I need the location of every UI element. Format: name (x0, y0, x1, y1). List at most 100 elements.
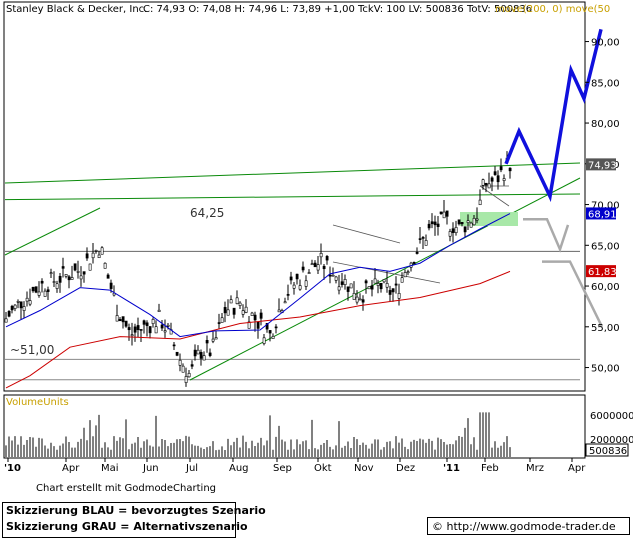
candle-body (259, 312, 263, 319)
candle-body (316, 264, 320, 271)
candle-body (394, 283, 398, 286)
x-tick-label: Apr (568, 463, 586, 474)
candle-body (271, 336, 275, 339)
candle-body (7, 311, 11, 317)
y-tick-label: 70,00 (591, 201, 620, 212)
candle-body (163, 330, 167, 333)
trend-line (4, 207, 101, 256)
candle-body (472, 218, 476, 226)
candle-body (217, 322, 221, 324)
volume-bars (5, 412, 511, 457)
candle-body (166, 324, 170, 327)
candle-body (397, 293, 401, 299)
volume-tick-low: 2000000 (590, 435, 633, 446)
candle-body (196, 349, 200, 355)
candle-body (502, 178, 506, 181)
candle-body (85, 253, 89, 259)
candle-body (445, 210, 449, 217)
candle-body (52, 281, 56, 283)
candle-body (265, 322, 269, 330)
candle-body (199, 352, 203, 359)
candle-body (82, 271, 86, 275)
candle-body (433, 221, 437, 226)
y-tick-label: 60,00 (591, 282, 620, 293)
candle-body (190, 364, 194, 367)
candle-body (223, 307, 227, 314)
candle-body (136, 325, 140, 331)
candle-body (235, 297, 239, 304)
candle-body (49, 272, 53, 274)
candle-body (106, 274, 110, 279)
candle-body (28, 300, 32, 305)
candle-body (19, 301, 23, 309)
x-tick-label: Jun (142, 463, 159, 474)
candle-body (4, 318, 8, 323)
candle-body (418, 238, 422, 240)
candle-body (400, 277, 404, 283)
candle-body (364, 280, 368, 284)
candle-body (208, 352, 212, 356)
candle-body (286, 294, 290, 296)
candle-body (109, 282, 113, 289)
candle-body (334, 276, 338, 281)
candle-body (247, 321, 251, 329)
x-tick-label: Sep (273, 463, 292, 474)
candle-body (58, 275, 62, 283)
candle-body (274, 326, 278, 329)
y-tick-label: 50,00 (591, 364, 620, 375)
candle-body (304, 280, 308, 287)
ma-legend: move(200, 0) move(50 (495, 4, 610, 15)
candle-body (46, 289, 50, 292)
candle-body (361, 299, 365, 303)
y-tick-label: 65,00 (591, 241, 620, 252)
candle-body (349, 283, 353, 289)
candle-body (298, 285, 302, 290)
candle-body (241, 310, 245, 315)
candle-body (346, 286, 350, 292)
candle-body (13, 304, 17, 309)
candle-body (88, 263, 92, 271)
candle-body (253, 314, 257, 321)
candle-body (373, 278, 377, 284)
chart-title: Stanley Black & Decker, Inc. (6, 4, 147, 15)
candle-body (448, 231, 452, 237)
candle-body (139, 329, 143, 331)
candle-body (100, 247, 104, 255)
candle-body (22, 306, 26, 311)
candle-body (469, 222, 473, 228)
candle-body (64, 274, 68, 277)
price-tag-label: 68,91 (588, 209, 617, 220)
candle-body (70, 277, 74, 280)
candle-body (295, 273, 299, 280)
candle-body (328, 274, 332, 277)
candle-body (151, 319, 155, 324)
candle-body (10, 305, 14, 311)
scenario-gray-1 (523, 217, 570, 253)
candle-body (322, 265, 326, 270)
candle-body (115, 315, 119, 322)
trend-line (189, 177, 581, 381)
indicator-lines (5, 28, 604, 389)
candle-body (94, 250, 98, 252)
candle-body (325, 256, 329, 261)
candle-body (478, 199, 482, 206)
volume-last-box (585, 443, 629, 457)
x-tick-label: Aug (229, 463, 249, 474)
y-tick-label: 55,00 (591, 323, 620, 334)
candle-body (184, 376, 188, 383)
source-url[interactable]: © http://www.godmode-trader.de (427, 517, 630, 535)
price-tag (586, 207, 616, 220)
candle-body (43, 290, 47, 297)
candle-body (148, 326, 152, 334)
y-tick-label: 90,00 (591, 38, 620, 49)
candle-body (508, 167, 512, 172)
price-tag (586, 158, 616, 171)
scenario-gray-2 (542, 260, 604, 328)
trend-line (4, 162, 581, 184)
scenario-blue (504, 28, 603, 203)
candle-body (193, 349, 197, 357)
ma-line (5, 213, 511, 338)
candle-body (175, 351, 179, 356)
price-tag (586, 265, 616, 278)
price-tag-label: 74,93 (588, 160, 617, 171)
